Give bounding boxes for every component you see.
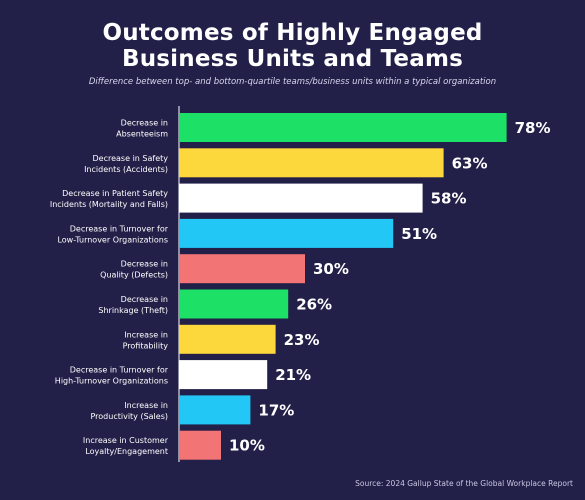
category-label-2: Decrease in Safety Incidents (Accidents) — [84, 154, 168, 174]
bar-9 — [179, 395, 251, 425]
category-label-5: Decrease in Quality (Defects) — [100, 260, 168, 280]
value-label-1: 78% — [515, 119, 551, 137]
category-label-4: Decrease in Turnover for Low-Turnover Org… — [57, 224, 168, 244]
value-label-5: 30% — [313, 260, 349, 278]
bar-7 — [179, 324, 276, 354]
value-label-9: 17% — [258, 401, 294, 419]
source-note: Source: 2024 Gallup State of the Global … — [355, 479, 573, 488]
bar-8 — [179, 360, 268, 390]
chart-subtitle: Difference between top- and bottom-quart… — [88, 77, 497, 87]
bar-5 — [179, 254, 305, 284]
bar-3 — [179, 183, 423, 213]
value-label-6: 26% — [296, 296, 332, 314]
chart-title: Outcomes of Highly Engaged Business Unit… — [0, 20, 585, 72]
category-label-6: Decrease in Shrinkage (Theft) — [98, 295, 168, 315]
bar-1 — [179, 113, 507, 142]
value-label-8: 21% — [275, 366, 311, 384]
category-label-3: Decrease in Patient Safety Incidents (Mor… — [50, 189, 168, 209]
chart-title-line-2: Business Units and Teams — [121, 46, 464, 72]
value-label-7: 23% — [284, 331, 320, 349]
category-label-10: Increase in Customer Loyalty/Engagement — [83, 436, 169, 456]
value-label-10: 10% — [229, 437, 265, 455]
category-label-9: Increase in Productivity (Sales) — [90, 401, 168, 421]
value-label-3: 58% — [431, 190, 467, 208]
category-label-8: Decrease in Turnover for High-Turnover Or… — [55, 366, 169, 386]
value-label-2: 63% — [452, 154, 488, 172]
category-label-1: Decrease in Absenteeism — [116, 119, 168, 139]
bar-10 — [179, 430, 221, 460]
value-label-4: 51% — [401, 225, 437, 243]
category-label-7: Increase in Profitability — [123, 330, 169, 350]
bar-4 — [179, 218, 394, 248]
chart-title-line-1: Outcomes of Highly Engaged — [102, 20, 483, 46]
bar-2 — [179, 148, 444, 178]
bar-6 — [179, 289, 289, 319]
